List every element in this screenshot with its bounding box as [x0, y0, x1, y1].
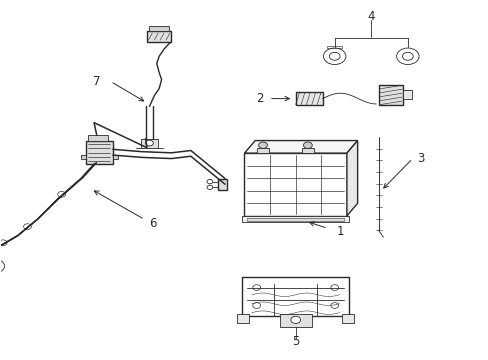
Text: 6: 6 — [149, 216, 157, 230]
Circle shape — [0, 240, 7, 246]
Bar — [242, 277, 348, 316]
Bar — [141, 139, 158, 148]
Bar — [378, 85, 402, 105]
Circle shape — [396, 48, 418, 64]
Bar — [246, 218, 344, 221]
Bar — [257, 148, 268, 153]
Text: 1: 1 — [336, 225, 344, 238]
Circle shape — [329, 52, 339, 60]
Bar — [302, 148, 313, 153]
Circle shape — [330, 285, 338, 291]
Circle shape — [0, 260, 4, 273]
Bar — [149, 26, 168, 31]
Circle shape — [252, 285, 260, 291]
Bar — [279, 315, 311, 327]
Bar — [244, 153, 346, 216]
Bar — [295, 92, 322, 105]
Text: 5: 5 — [291, 335, 299, 348]
Bar — [327, 45, 341, 48]
Text: 4: 4 — [367, 10, 374, 23]
Bar — [88, 135, 108, 140]
Bar — [402, 90, 411, 99]
Text: 7: 7 — [93, 75, 101, 88]
Circle shape — [303, 142, 312, 148]
Bar — [217, 179, 227, 190]
Polygon shape — [244, 140, 357, 153]
Text: 2: 2 — [256, 92, 264, 105]
Circle shape — [206, 185, 212, 189]
Text: 3: 3 — [417, 152, 424, 165]
Bar — [81, 154, 86, 159]
Circle shape — [252, 303, 260, 309]
Circle shape — [258, 142, 267, 148]
Circle shape — [58, 192, 65, 197]
Bar — [237, 315, 249, 323]
Circle shape — [145, 140, 153, 146]
Bar — [341, 315, 353, 323]
Bar — [86, 140, 113, 164]
Circle shape — [402, 52, 412, 60]
Bar — [113, 154, 118, 159]
Circle shape — [23, 224, 31, 229]
Bar — [147, 31, 171, 42]
Circle shape — [323, 48, 345, 64]
Circle shape — [206, 180, 212, 184]
Circle shape — [330, 303, 338, 309]
Circle shape — [290, 316, 300, 323]
Polygon shape — [346, 140, 357, 216]
Bar — [242, 216, 348, 222]
